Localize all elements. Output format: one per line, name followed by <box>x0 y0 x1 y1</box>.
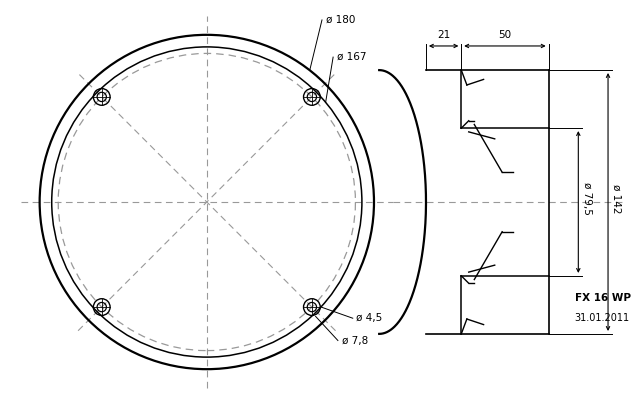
Text: ø 167: ø 167 <box>337 52 366 62</box>
Text: 31.01.2011: 31.01.2011 <box>574 314 630 324</box>
Text: FX 16 WP: FX 16 WP <box>574 293 630 303</box>
Text: ø 142: ø 142 <box>612 183 621 213</box>
Text: ø 180: ø 180 <box>326 15 355 25</box>
Text: ø 79,5: ø 79,5 <box>582 182 592 215</box>
Text: ø 4,5: ø 4,5 <box>357 313 383 323</box>
Text: 50: 50 <box>498 30 511 40</box>
Text: ø 7,8: ø 7,8 <box>341 335 368 345</box>
Text: 21: 21 <box>437 30 450 40</box>
